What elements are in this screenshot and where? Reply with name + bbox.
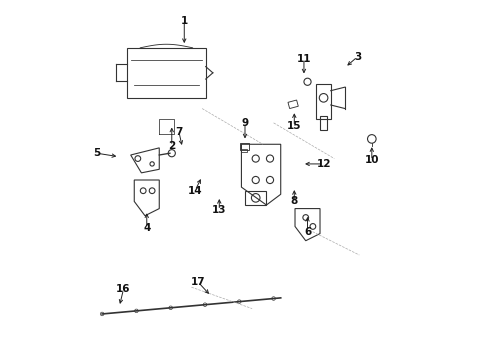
Text: 16: 16 [116,284,131,294]
Text: 4: 4 [143,223,150,233]
Text: 1: 1 [181,16,188,26]
Bar [320,116,327,130]
Text: 3: 3 [354,52,361,62]
Text: 5: 5 [93,148,100,158]
Text: 6: 6 [304,227,311,237]
Text: 12: 12 [317,159,331,169]
Bar [245,191,267,205]
Text: 2: 2 [168,141,175,151]
Bar [242,149,247,152]
Text: 11: 11 [296,54,311,64]
Bar [317,84,331,119]
Bar [288,100,298,109]
Bar [127,48,206,98]
Text: 8: 8 [291,197,298,206]
Text: 10: 10 [365,156,379,165]
Text: 14: 14 [188,186,202,196]
Text: 17: 17 [191,277,205,287]
Text: 9: 9 [242,118,248,128]
Text: 13: 13 [212,205,226,215]
Text: 7: 7 [175,127,183,137]
Text: 15: 15 [287,121,301,131]
Bar [240,143,248,150]
